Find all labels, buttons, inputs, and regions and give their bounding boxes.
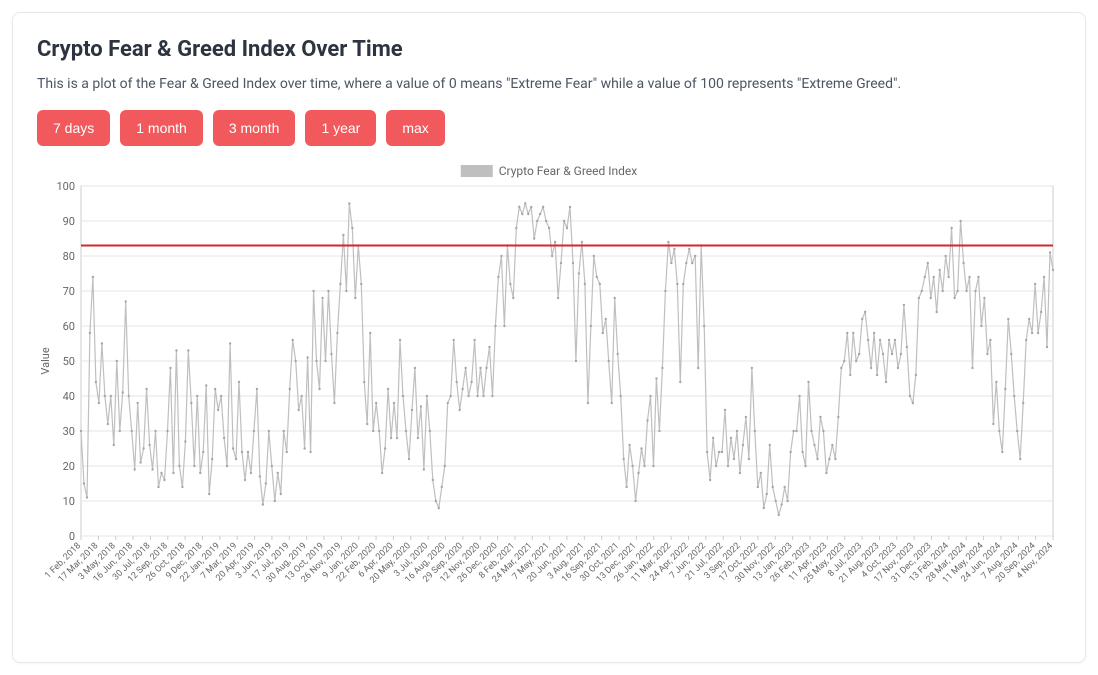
svg-text:70: 70 (63, 285, 75, 298)
svg-text:30: 30 (63, 425, 75, 438)
fear-greed-card: Crypto Fear & Greed Index Over Time This… (12, 12, 1086, 663)
svg-text:90: 90 (63, 215, 75, 228)
svg-text:40: 40 (63, 390, 75, 403)
range-7days-button[interactable]: 7 days (37, 110, 110, 146)
svg-text:100: 100 (56, 180, 75, 193)
svg-text:20: 20 (63, 460, 75, 473)
svg-text:10: 10 (63, 495, 75, 508)
chart-container: Crypto Fear & Greed Index 01020304050607… (37, 164, 1061, 624)
range-1year-button[interactable]: 1 year (305, 110, 376, 146)
range-3month-button[interactable]: 3 month (213, 110, 296, 146)
range-max-button[interactable]: max (386, 110, 444, 146)
legend-label: Crypto Fear & Greed Index (499, 164, 638, 178)
description-text: This is a plot of the Fear & Greed Index… (37, 76, 1061, 92)
page-title: Crypto Fear & Greed Index Over Time (37, 37, 1061, 62)
svg-text:Value: Value (39, 347, 52, 374)
chart-legend: Crypto Fear & Greed Index (461, 164, 638, 178)
svg-text:50: 50 (63, 355, 75, 368)
svg-text:80: 80 (63, 250, 75, 263)
range-1month-button[interactable]: 1 month (120, 110, 203, 146)
range-button-row: 7 days 1 month 3 month 1 year max (37, 110, 1061, 146)
legend-swatch (461, 165, 493, 177)
svg-text:0: 0 (69, 530, 75, 543)
svg-text:60: 60 (63, 320, 75, 333)
fear-greed-chart: 0102030405060708090100Value1 Feb, 201817… (37, 164, 1063, 624)
